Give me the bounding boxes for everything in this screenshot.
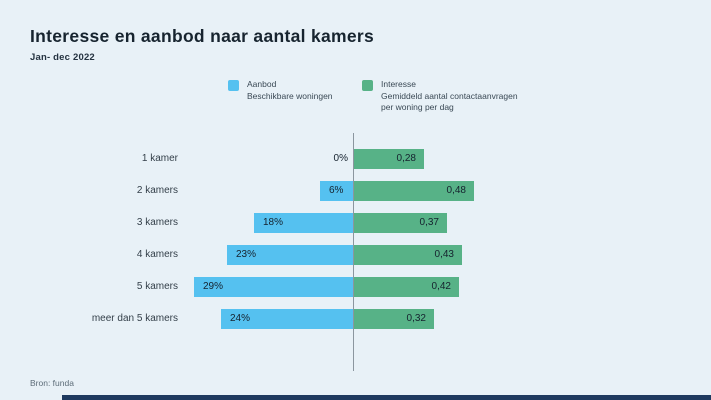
aanbod-bar: 18% [254, 213, 353, 233]
chart-row: 4 kamers 23% 0,43 [0, 245, 711, 265]
center-axis-line [353, 133, 354, 371]
interesse-bar: 0,32 [354, 309, 434, 329]
interesse-value-label: 0,43 [434, 249, 454, 260]
category-label: 1 kamer [141, 153, 178, 164]
bottom-bar [62, 395, 711, 400]
legend-aanbod-description: Beschikbare woningen [247, 90, 333, 101]
interesse-bar: 0,28 [354, 149, 424, 169]
interesse-value-label: 0,32 [406, 313, 426, 324]
aanbod-value-label: 0% [333, 153, 348, 164]
category-label: 4 kamers [136, 249, 178, 260]
aanbod-bar: 29% [194, 277, 353, 297]
interesse-value-label: 0,37 [419, 217, 439, 228]
aanbod-value-label: 29% [203, 281, 224, 292]
interesse-value-label: 0,42 [431, 281, 451, 292]
legend: Aanbod Beschikbare woningen Interesse Ge… [0, 79, 711, 119]
aanbod-swatch-icon [228, 80, 239, 91]
interesse-value-label: 0,48 [446, 185, 466, 196]
chart-row: 3 kamers 18% 0,37 [0, 213, 711, 233]
chart-row: meer dan 5 kamers 24% 0,32 [0, 309, 711, 329]
legend-interesse-name: Interesse [381, 79, 416, 89]
aanbod-bar: 24% [221, 309, 353, 329]
chart-row: 5 kamers 29% 0,42 [0, 277, 711, 297]
aanbod-value-label: 24% [230, 313, 251, 324]
chart-row: 2 kamers 6% 0,48 [0, 181, 711, 201]
aanbod-value-label: 18% [263, 217, 284, 228]
chart-title: Interesse en aanbod naar aantal kamers [30, 26, 375, 46]
category-label: 5 kamers [136, 281, 178, 292]
chart-subtitle: Jan- dec 2022 [30, 52, 95, 63]
interesse-swatch-icon [362, 80, 373, 91]
legend-item-interesse: Interesse Gemiddeld aantal contactaanvra… [362, 79, 531, 114]
category-label: 3 kamers [136, 217, 178, 228]
aanbod-value-label: 23% [236, 249, 257, 260]
chart-row: 1 kamer 0% 0,28 [0, 149, 711, 169]
category-label: 2 kamers [136, 185, 178, 196]
legend-interesse-description: Gemiddeld aantal contactaanvragen per wo… [381, 90, 518, 113]
interesse-bar: 0,48 [354, 181, 474, 201]
category-label: meer dan 5 kamers [91, 313, 178, 324]
legend-item-aanbod: Aanbod Beschikbare woningen [228, 79, 333, 102]
aanbod-bar: 6% [320, 181, 353, 201]
aanbod-bar: 23% [227, 245, 353, 265]
interesse-bar: 0,42 [354, 277, 459, 297]
source-note: Bron: funda [30, 378, 74, 388]
interesse-bar: 0,37 [354, 213, 447, 233]
aanbod-value-label: 6% [329, 185, 344, 196]
legend-aanbod-name: Aanbod [247, 79, 277, 89]
interesse-value-label: 0,28 [396, 153, 416, 164]
interesse-bar: 0,43 [354, 245, 462, 265]
